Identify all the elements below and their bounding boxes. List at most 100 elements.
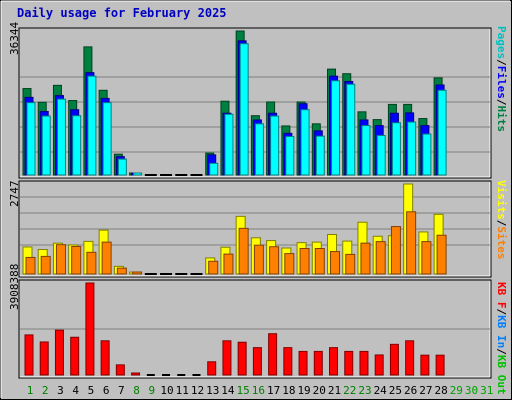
day-label: 23 bbox=[358, 384, 371, 397]
bar-sites bbox=[116, 267, 127, 275]
bar-pages bbox=[437, 89, 447, 176]
legend-kbin: KB In bbox=[495, 315, 508, 349]
bar-sites bbox=[223, 253, 234, 275]
legend-sep: / bbox=[495, 348, 508, 355]
legend-visits: Visits bbox=[495, 180, 508, 220]
legend-kbf: KB F bbox=[495, 282, 508, 309]
day-label: 26 bbox=[404, 384, 417, 397]
day-label: 27 bbox=[419, 384, 432, 397]
legend-pages: Pages bbox=[495, 26, 508, 60]
hits-ymax-label: 36344 bbox=[8, 21, 21, 55]
bar-kb-f bbox=[85, 282, 95, 376]
chart-title: Daily usage for February 2025 bbox=[17, 6, 227, 20]
bar-sites bbox=[253, 244, 264, 275]
bar-pages bbox=[72, 115, 82, 176]
bar-sites bbox=[436, 234, 447, 275]
day-label: 4 bbox=[72, 384, 79, 397]
bar-sites bbox=[86, 251, 97, 275]
day-label: 24 bbox=[374, 384, 388, 397]
day-label: 7 bbox=[118, 384, 125, 397]
visits-ymax-label: 2747 bbox=[8, 180, 21, 208]
bar-kb-f bbox=[207, 361, 217, 376]
day-label: 19 bbox=[297, 384, 310, 397]
day-label: 9 bbox=[148, 384, 155, 397]
legend-sites: Sites bbox=[495, 226, 508, 260]
legend-kbout: KB Out bbox=[495, 354, 508, 395]
bar-pages bbox=[331, 80, 341, 176]
bar-sites bbox=[269, 246, 280, 275]
bar-sites bbox=[284, 253, 295, 275]
day-label: 10 bbox=[160, 384, 173, 397]
day-label: 30 bbox=[465, 384, 478, 397]
bar-kb-f bbox=[70, 336, 80, 376]
bar-pages bbox=[315, 135, 325, 176]
bar-sites bbox=[314, 248, 325, 275]
day-label: 8 bbox=[133, 384, 140, 397]
bar-sites bbox=[55, 244, 66, 275]
bar-sites bbox=[299, 248, 310, 275]
legend-files: Files bbox=[495, 65, 508, 99]
day-label: 28 bbox=[434, 384, 447, 397]
bar-pages bbox=[376, 134, 386, 176]
bar-kb-f bbox=[283, 347, 293, 376]
bar-kb-f bbox=[420, 354, 430, 376]
bar-sites bbox=[208, 260, 219, 275]
bar-pages bbox=[209, 162, 219, 176]
bar-kb-f bbox=[359, 350, 369, 376]
day-label: 12 bbox=[191, 384, 204, 397]
bar-sites bbox=[406, 211, 417, 275]
legend-sep: / bbox=[495, 98, 508, 106]
kbytes-ymax-label: 3908388 bbox=[8, 263, 21, 310]
bar-kb-f bbox=[435, 354, 445, 376]
day-label: 16 bbox=[252, 384, 265, 397]
bar-kb-f bbox=[268, 333, 278, 376]
bar-sites bbox=[40, 255, 51, 275]
kbytes-legend: KB F/KB In/KB Out bbox=[495, 282, 508, 395]
day-label: 2 bbox=[42, 384, 49, 397]
bar-sites bbox=[345, 253, 356, 275]
day-label: 6 bbox=[103, 384, 110, 397]
bar-pages bbox=[285, 136, 295, 176]
bar-pages bbox=[254, 123, 264, 176]
bar-sites bbox=[238, 227, 249, 275]
bar-kb-f bbox=[252, 347, 262, 376]
bar-sites bbox=[360, 242, 371, 275]
bar-kb-f bbox=[222, 340, 232, 376]
day-label: 3 bbox=[57, 384, 64, 397]
bar-pages bbox=[41, 115, 51, 176]
day-label: 22 bbox=[343, 384, 356, 397]
bar-kb-f bbox=[115, 364, 125, 376]
bar-kb-f bbox=[39, 341, 49, 376]
bar-pages bbox=[346, 83, 356, 176]
day-label: 14 bbox=[221, 384, 235, 397]
bar-sites bbox=[375, 241, 386, 275]
day-label: 17 bbox=[267, 384, 280, 397]
hits-legend: Pages/Files/Hits bbox=[495, 26, 508, 132]
bar-pages bbox=[300, 109, 310, 176]
legend-sep: / bbox=[495, 59, 508, 66]
bar-sites bbox=[25, 256, 36, 275]
bar-kb-f bbox=[389, 343, 399, 376]
bar-pages bbox=[422, 133, 432, 176]
day-label: 31 bbox=[480, 384, 493, 397]
day-label: 18 bbox=[282, 384, 295, 397]
bar-kb-f bbox=[329, 347, 339, 376]
bar-pages bbox=[26, 102, 36, 176]
bar-pages bbox=[102, 102, 112, 176]
bar-kb-f bbox=[131, 372, 141, 376]
bar-kb-f bbox=[405, 340, 415, 376]
day-label: 21 bbox=[328, 384, 341, 397]
bar-kb-f bbox=[237, 341, 247, 376]
day-label: 13 bbox=[206, 384, 219, 397]
bar-kb-f bbox=[344, 350, 354, 376]
bar-kb-f bbox=[313, 350, 323, 376]
bar-pages bbox=[117, 158, 127, 176]
visits-legend: Visits/Sites bbox=[495, 180, 508, 260]
bar-pages bbox=[361, 125, 371, 176]
bar-kb-f bbox=[298, 350, 308, 376]
day-label: 29 bbox=[450, 384, 463, 397]
day-label: 11 bbox=[176, 384, 189, 397]
day-label: 5 bbox=[88, 384, 95, 397]
